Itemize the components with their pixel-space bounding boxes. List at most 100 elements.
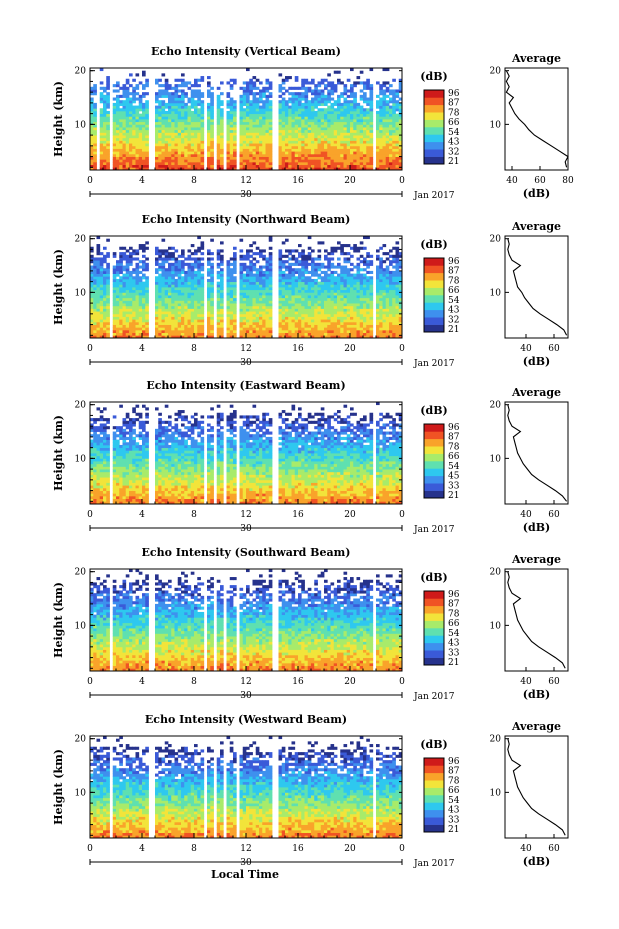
heatmap-cell [197,236,201,240]
heatmap-cell [242,335,247,339]
heatmap-cell [239,105,244,109]
heatmap-cell [398,110,403,115]
heatmap-cell [194,292,198,296]
heatmap-cell [340,287,344,291]
heatmap-cell [158,281,162,285]
heatmap-cell [184,132,188,136]
heatmap-cell [330,297,335,301]
heatmap-cell [145,332,149,336]
heatmap-cell [132,308,136,312]
heatmap-cell [125,321,130,325]
heatmap-cell [330,262,335,266]
heatmap-cell [197,161,201,166]
heatmap-cell [252,281,257,285]
heatmap-cell [317,303,322,307]
heatmap-cell [298,295,302,299]
heatmap-cell [229,84,234,88]
heatmap-cell [119,270,123,274]
heatmap-cell [177,260,182,264]
heatmap-cell [337,332,341,336]
heatmap-cell [369,127,374,131]
heatmap-cell [155,292,159,296]
heatmap-cell [135,108,140,112]
heatmap-cell [395,164,400,168]
heatmap-cell [112,124,117,128]
heatmap-cell [346,273,351,277]
heatmap-cell [158,124,162,128]
heatmap-cell [252,148,257,152]
heatmap-cell [138,265,143,269]
heatmap-cell [174,329,179,334]
heatmap-cell [177,153,182,157]
heatmap-cell [265,313,270,317]
heatmap-cell [112,145,117,149]
heatmap-cell [233,329,237,334]
heatmap-cell [116,284,120,288]
heatmap-cell [327,84,331,88]
heatmap-cell [324,86,328,90]
heatmap-cell [155,121,159,125]
heatmap-cell [194,278,198,283]
heatmap-cell [252,268,257,272]
heatmap-cell [106,116,110,120]
heatmap-cell [158,151,162,155]
heatmap-cell [122,278,127,283]
heatmap-cell [181,167,185,171]
heatmap-cell [216,140,221,144]
heatmap-cell [145,159,149,163]
heatmap-cell [99,313,104,317]
heatmap-cell [291,316,296,320]
heatmap-cell [324,319,328,323]
heatmap-cell [145,284,149,288]
heatmap-cell [255,108,260,112]
heatmap-cell [320,110,325,115]
heatmap-cell [311,305,315,309]
heatmap-cell [194,124,198,128]
heatmap-cell [259,297,263,301]
heatmap-cell [324,308,328,312]
heatmap-cell [340,289,344,293]
heatmap-cell [333,124,338,128]
heatmap-cell [125,249,130,253]
heatmap-cell [229,164,234,168]
heatmap-cell [239,265,244,269]
heatmap-cell [353,145,357,149]
heatmap-cell [190,284,195,288]
heatmap-cell [278,327,283,331]
heatmap-cell [346,311,351,315]
heatmap-cell [363,108,367,112]
heatmap-cell [197,89,201,93]
heatmap-cell [385,108,390,112]
heatmap-cell [138,127,143,131]
heatmap-cell [366,159,370,163]
heatmap-cell [252,313,257,317]
heatmap-cell [226,153,231,157]
heatmap-cell [353,127,357,131]
heatmap-cell [129,300,133,304]
heatmap-cell [379,105,383,109]
heatmap-cell [229,305,234,309]
heatmap-cell [346,105,351,109]
heatmap-cell [233,278,237,283]
heatmap-cell [285,327,289,331]
heatmap-cell [168,102,172,106]
heatmap-cell [285,100,289,104]
heatmap-cell [333,281,338,285]
heatmap-cell [353,303,357,307]
heatmap-cell [96,236,101,240]
heatmap-cell [398,156,403,160]
heatmap-cell [278,167,283,171]
heatmap-cell [242,137,247,141]
heatmap-cell [168,281,172,285]
heatmap-cell [366,145,370,149]
heatmap-cell [366,135,370,139]
heatmap-cell [356,249,361,253]
heatmap-cell [155,303,159,307]
heatmap-cell [187,116,192,120]
heatmap-cell [181,151,185,155]
heatmap-cell [333,70,338,74]
heatmap-cell [278,153,283,157]
heatmap-cell [333,127,338,131]
heatmap-cell [116,335,120,339]
heatmap-cell [138,244,143,248]
